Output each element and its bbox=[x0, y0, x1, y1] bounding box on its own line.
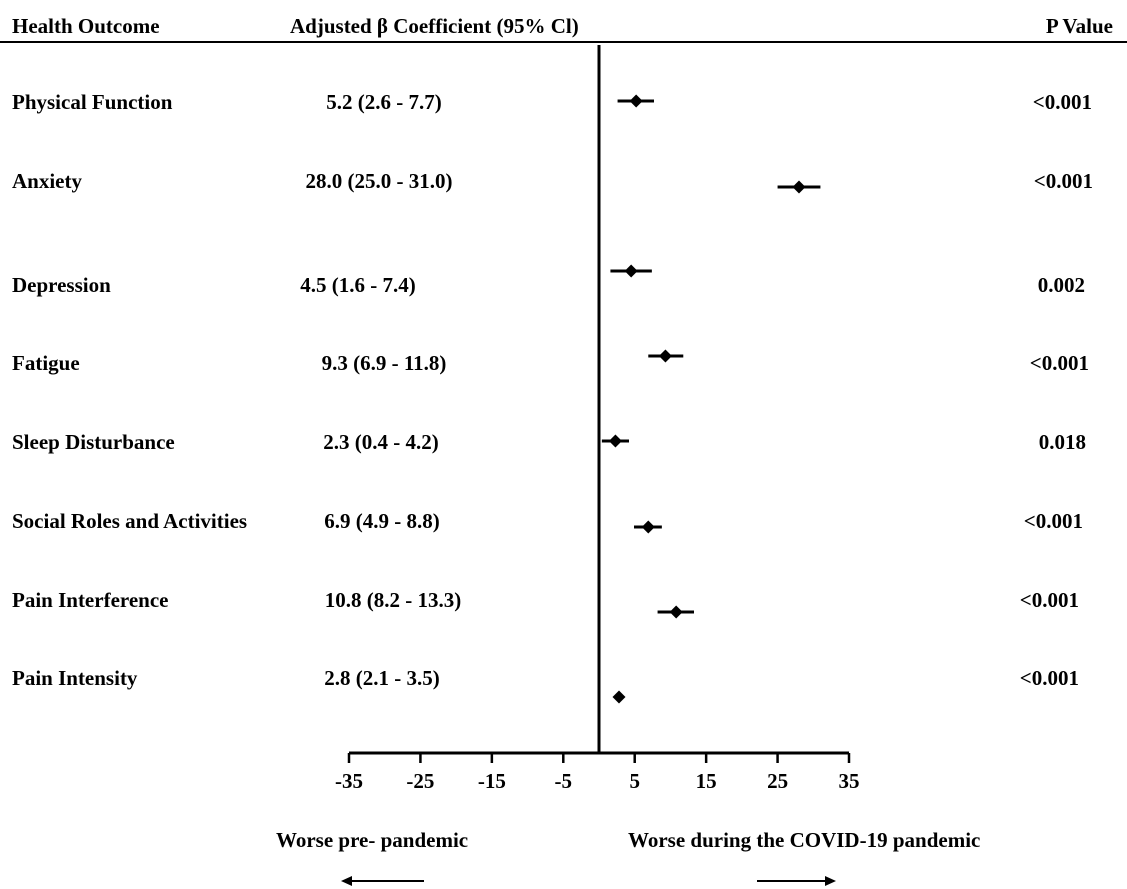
x-tick-label: 15 bbox=[696, 769, 717, 793]
outcome-label: Physical Function bbox=[12, 90, 173, 114]
outcome-label: Fatigue bbox=[12, 351, 80, 375]
estimate-marker bbox=[792, 180, 806, 194]
ci-label: 5.2 (2.6 - 7.7) bbox=[326, 90, 442, 114]
estimate-marker bbox=[624, 264, 638, 278]
p-value-label: <0.001 bbox=[1033, 169, 1093, 193]
direction-right-label: Worse during the COVID-19 pandemic bbox=[628, 828, 981, 852]
estimate-marker bbox=[629, 94, 643, 108]
ci-label: 28.0 (25.0 - 31.0) bbox=[305, 169, 453, 193]
header-p-value: P Value bbox=[1045, 14, 1113, 38]
outcome-label: Pain Interference bbox=[12, 588, 169, 612]
header-health-outcome: Health Outcome bbox=[12, 14, 160, 38]
p-value-label: <0.001 bbox=[1019, 666, 1079, 690]
x-tick-label: -35 bbox=[335, 769, 363, 793]
x-tick-label: -25 bbox=[406, 769, 434, 793]
estimate-marker bbox=[608, 434, 622, 448]
p-value-label: <0.001 bbox=[1029, 351, 1089, 375]
header-coefficient: Adjusted β Coefficient (95% Cl) bbox=[290, 14, 579, 38]
arrow-right-head bbox=[825, 876, 836, 886]
estimate-marker bbox=[641, 520, 655, 534]
estimate-marker bbox=[612, 690, 626, 704]
p-value-label: <0.001 bbox=[1032, 90, 1092, 114]
p-value-label: <0.001 bbox=[1023, 509, 1083, 533]
ci-label: 9.3 (6.9 - 11.8) bbox=[321, 351, 447, 375]
ci-label: 2.3 (0.4 - 4.2) bbox=[323, 430, 439, 454]
p-value-label: <0.001 bbox=[1019, 588, 1079, 612]
x-tick-label: -15 bbox=[478, 769, 506, 793]
x-tick-label: 25 bbox=[767, 769, 788, 793]
estimate-marker bbox=[669, 605, 683, 619]
outcome-label: Pain Intensity bbox=[12, 666, 138, 690]
outcome-label: Sleep Disturbance bbox=[12, 430, 175, 454]
outcome-label: Depression bbox=[12, 273, 111, 297]
x-tick-label: 35 bbox=[839, 769, 860, 793]
ci-label: 4.5 (1.6 - 7.4) bbox=[300, 273, 416, 297]
p-value-label: 0.002 bbox=[1037, 273, 1085, 297]
ci-label: 2.8 (2.1 - 3.5) bbox=[324, 666, 440, 690]
header-rule bbox=[0, 41, 1127, 43]
outcome-label: Anxiety bbox=[12, 169, 82, 193]
ci-label: 10.8 (8.2 - 13.3) bbox=[324, 588, 462, 612]
p-value-label: 0.018 bbox=[1038, 430, 1086, 454]
x-tick-label: -5 bbox=[555, 769, 573, 793]
outcome-label: Social Roles and Activities bbox=[12, 509, 248, 533]
estimate-marker bbox=[658, 349, 672, 363]
direction-left-label: Worse pre- pandemic bbox=[276, 828, 469, 852]
arrow-left-head bbox=[341, 876, 352, 886]
ci-label: 6.9 (4.9 - 8.8) bbox=[324, 509, 440, 533]
x-tick-label: 5 bbox=[629, 769, 640, 793]
